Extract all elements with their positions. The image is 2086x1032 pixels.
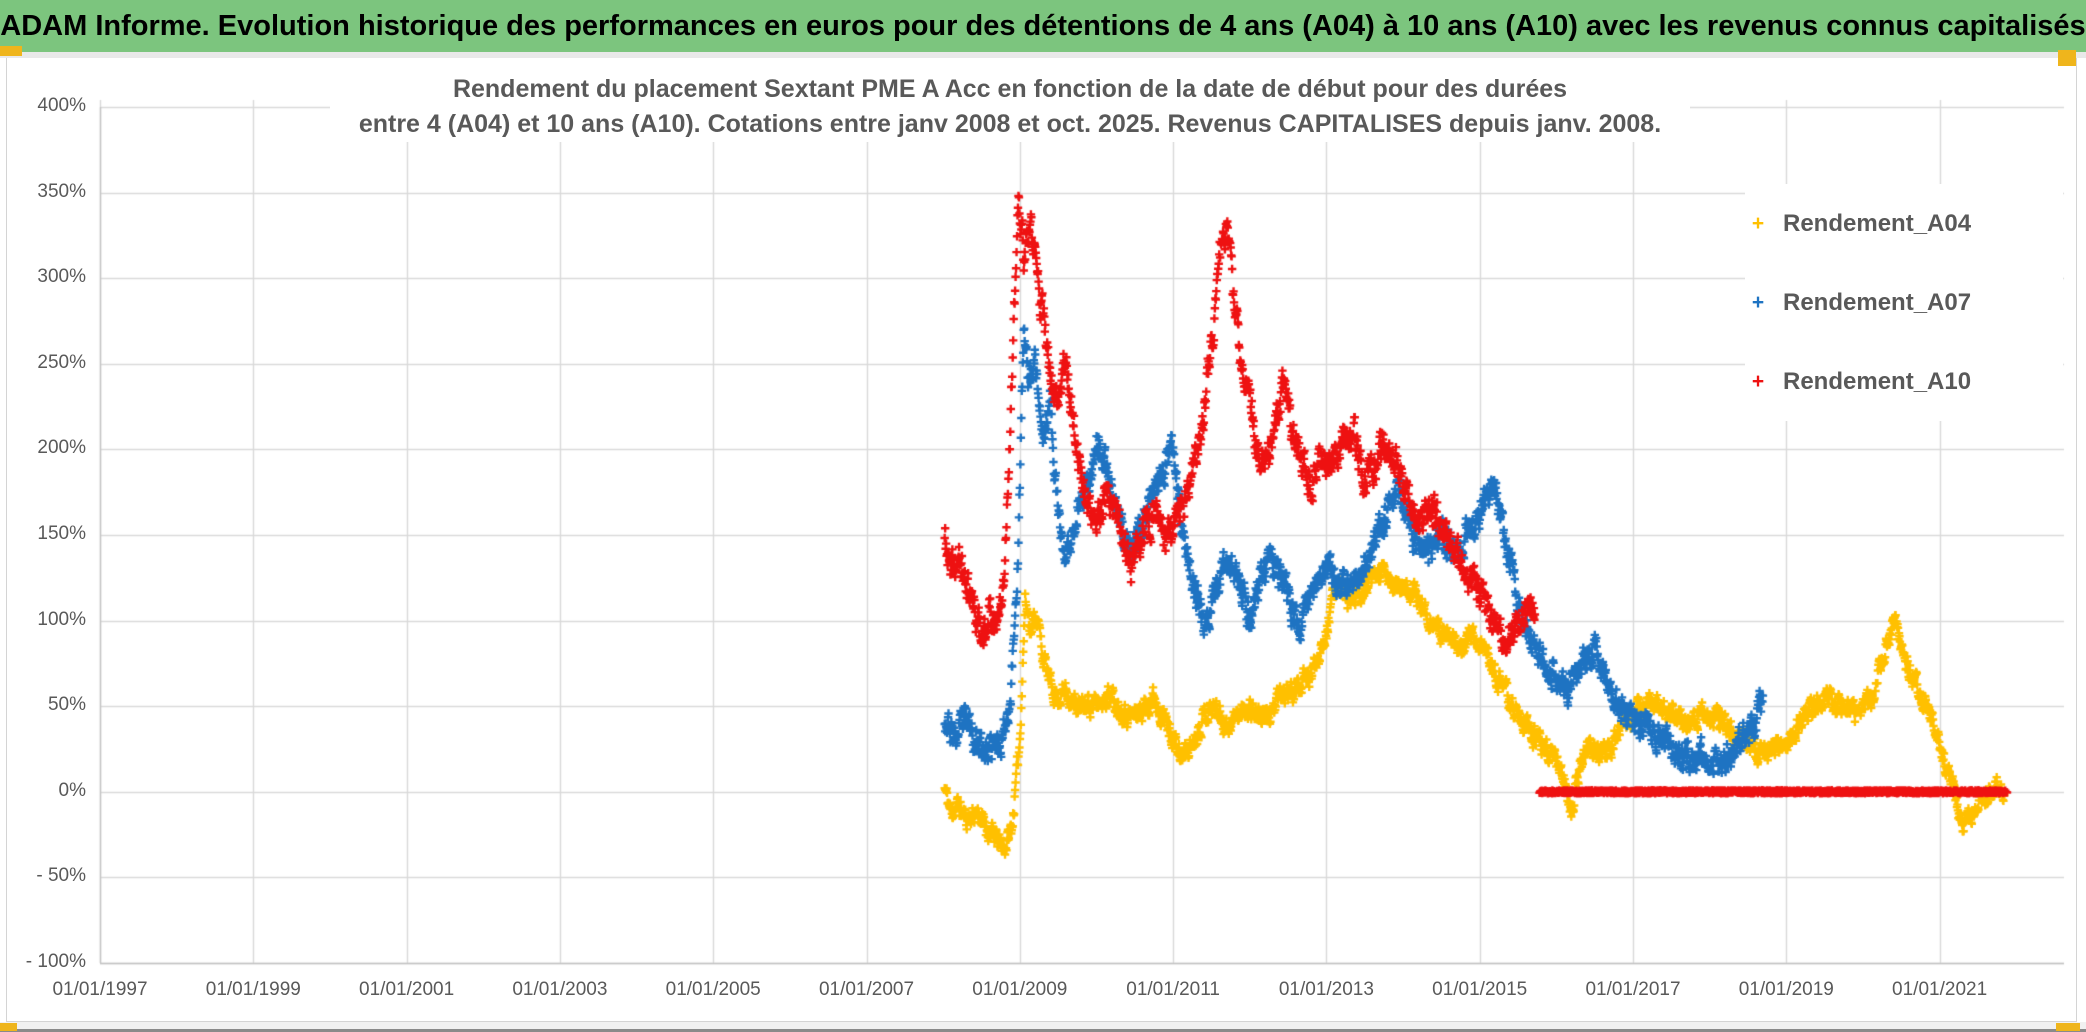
- legend-plus-marker-icon: +: [1751, 290, 1765, 314]
- legend-label: Rendement_A04: [1783, 209, 1972, 237]
- y-axis-label: 150%: [37, 523, 86, 544]
- x-axis-label: 01/01/2007: [818, 979, 915, 1000]
- header-divider: [0, 52, 2086, 58]
- x-axis-label: 01/01/2017: [1585, 979, 1681, 1000]
- legend-label: Rendement_A07: [1783, 288, 1972, 316]
- x-axis-label: 01/01/2011: [1126, 979, 1220, 1000]
- chart-legend: + Rendement_A04 + Rendement_A07 + Rendement_A…: [1745, 184, 2063, 421]
- legend-label: Rendement_A10: [1783, 367, 1972, 395]
- bottom-strip: [0, 1022, 2086, 1029]
- x-axis-label: 01/01/2003: [512, 979, 608, 1000]
- bottom-window-edge: [0, 1029, 2086, 1032]
- x-axis-label: 01/01/1999: [205, 979, 301, 1000]
- y-axis-label: 400%: [37, 95, 86, 116]
- legend-item-rendement_a10: + Rendement_A10: [1745, 342, 2063, 421]
- x-axis-label: 01/01/2005: [665, 979, 761, 1000]
- y-axis-label: 300%: [37, 266, 86, 288]
- corner-accent-top-left: [0, 46, 22, 56]
- corner-accent-top-right: [2058, 50, 2076, 66]
- corner-accent-bottom-right: [2056, 1023, 2080, 1031]
- y-axis-label: - 50%: [36, 865, 86, 887]
- chart-title-line-1: Rendement du placement Sextant PME A Acc…: [452, 75, 1568, 103]
- legend-item-rendement_a07: + Rendement_A07: [1745, 263, 2063, 342]
- y-axis-label: 250%: [37, 351, 86, 373]
- y-axis-label: - 100%: [25, 951, 86, 972]
- legend-plus-marker-icon: +: [1751, 211, 1765, 235]
- x-axis-label: 01/01/2013: [1278, 979, 1374, 1000]
- x-axis-label: 01/01/2009: [972, 979, 1068, 1000]
- y-axis-label: 350%: [37, 180, 86, 202]
- header-bar: ADAM Informe. Evolution historique des p…: [0, 0, 2086, 52]
- chart-title: Rendement du placement Sextant PME A Acc…: [330, 66, 1690, 142]
- y-axis-label: 50%: [47, 694, 86, 716]
- y-axis-label: 200%: [37, 437, 86, 459]
- x-axis-label: 01/01/2019: [1738, 979, 1834, 1000]
- y-axis-label: 100%: [37, 608, 86, 630]
- y-axis-label: 0%: [58, 779, 86, 801]
- x-axis-label: 01/01/2015: [1432, 979, 1528, 1000]
- x-axis-label: 01/01/2021: [1892, 979, 1988, 1000]
- corner-accent-bottom-left: [0, 1023, 17, 1031]
- x-axis-label: 01/01/2001: [359, 979, 455, 1000]
- legend-item-rendement_a04: + Rendement_A04: [1745, 184, 2063, 263]
- page-title: ADAM Informe. Evolution historique des p…: [0, 9, 2086, 42]
- legend-plus-marker-icon: +: [1751, 369, 1765, 393]
- x-axis-label: 01/01/1997: [52, 979, 148, 1000]
- chart-title-line-2: entre 4 (A04) et 10 ans (A10). Cotations…: [358, 110, 1662, 138]
